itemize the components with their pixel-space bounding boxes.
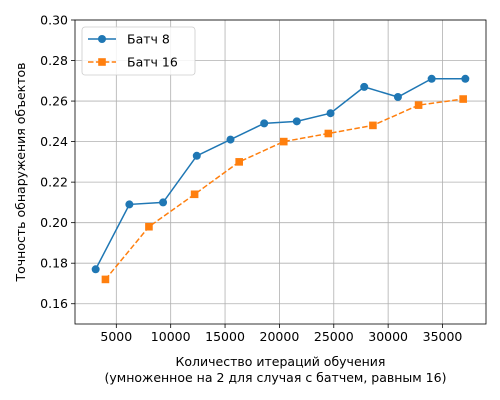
- legend-marker: [98, 35, 106, 43]
- series-1: [91, 74, 470, 274]
- x-tick-label: 10000: [151, 329, 191, 344]
- data-point: [226, 135, 235, 144]
- data-point: [192, 151, 201, 160]
- data-point: [190, 190, 199, 199]
- data-point: [279, 137, 288, 146]
- series-2: [101, 95, 467, 284]
- data-point: [414, 101, 423, 109]
- legend-item: Батч 8: [88, 32, 170, 47]
- y-tick-label: 0.28: [40, 53, 68, 68]
- legend-marker: [98, 58, 106, 66]
- y-tick-label: 0.22: [40, 175, 68, 190]
- data-point: [461, 74, 470, 83]
- legend-label: Батч 16: [127, 55, 178, 70]
- data-point: [145, 222, 153, 231]
- plot-area-frame: [74, 19, 487, 325]
- x-tick-label: 20000: [260, 329, 300, 344]
- legend-label: Батч 8: [127, 32, 170, 47]
- data-point: [125, 200, 134, 209]
- grid: [75, 19, 486, 324]
- x-tick-label: 15000: [205, 329, 245, 344]
- data-point: [101, 275, 110, 284]
- series-layer: [91, 74, 470, 284]
- data-point: [427, 74, 436, 83]
- data-point: [360, 82, 369, 91]
- legend: Батч 8 Батч 16: [81, 26, 196, 76]
- data-point: [393, 93, 402, 102]
- x-tick-label: 25000: [314, 329, 354, 344]
- axis-ticks: 5000 10000 15000 20000 25000 30000 35000 0.16 0.…: [40, 13, 462, 345]
- data-point: [235, 158, 243, 166]
- x-tick-label: 5000: [100, 329, 132, 344]
- data-point: [459, 95, 467, 103]
- x-axis-label: Количество итераций обучения: [176, 354, 386, 369]
- data-point: [159, 198, 168, 207]
- data-point: [326, 109, 335, 118]
- y-axis-label: Точность обнаружения объектов: [13, 63, 28, 283]
- x-axis-label-line2: (умноженное на 2 для случая с батчем, ра…: [105, 370, 447, 385]
- data-point: [91, 265, 100, 274]
- y-tick-label: 0.30: [40, 13, 68, 28]
- y-tick-label: 0.18: [40, 256, 68, 271]
- data-point: [324, 129, 333, 138]
- y-tick-label: 0.24: [40, 134, 68, 149]
- y-tick-label: 0.20: [40, 215, 68, 230]
- series-line: [94, 78, 466, 270]
- data-point: [292, 117, 301, 126]
- x-tick-label: 30000: [368, 329, 408, 344]
- data-point: [260, 119, 269, 128]
- data-point: [369, 121, 377, 130]
- x-tick-label: 35000: [423, 329, 463, 344]
- legend-item: Батч 16: [88, 55, 178, 70]
- y-tick-label: 0.26: [40, 94, 68, 109]
- series-line: [104, 98, 464, 280]
- y-tick-label: 0.16: [40, 296, 68, 311]
